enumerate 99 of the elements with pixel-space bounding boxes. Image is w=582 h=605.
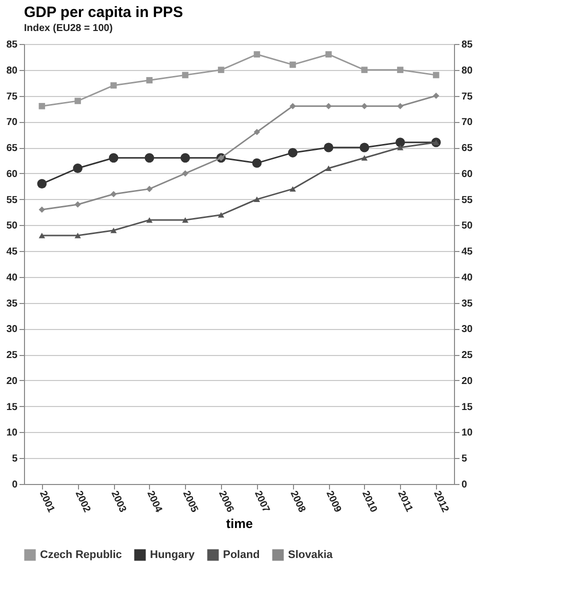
x-tick-label: 2012 — [431, 489, 451, 515]
point — [288, 148, 298, 158]
y2-tick-label: 65 — [462, 143, 474, 154]
point — [182, 72, 188, 78]
point — [252, 158, 262, 168]
point — [254, 128, 260, 136]
y2-tick-label: 75 — [462, 91, 474, 102]
y2-tick-label: 50 — [462, 220, 474, 232]
y-tick-label: 50 — [6, 220, 18, 232]
point — [110, 82, 117, 89]
point — [361, 102, 368, 110]
point — [182, 170, 188, 177]
y2-tick-label: 40 — [462, 272, 474, 284]
y-tick-label: 5 — [12, 454, 18, 465]
y-tick-label: 30 — [6, 324, 18, 336]
y-tick-label: 25 — [6, 350, 18, 362]
point — [37, 179, 47, 188]
y-tick-label: 0 — [12, 480, 18, 490]
y2-tick-label: 60 — [462, 168, 474, 180]
point — [180, 153, 190, 163]
point — [146, 217, 153, 223]
y2-tick-label: 55 — [462, 194, 474, 206]
point — [325, 51, 332, 58]
y2-tick-label: 45 — [462, 246, 474, 258]
x-tick-label: 2003 — [108, 489, 128, 515]
y2-tick-label: 35 — [462, 298, 474, 310]
y2-tick-label: 30 — [462, 324, 474, 336]
point — [110, 190, 117, 198]
point — [290, 62, 296, 68]
point — [182, 217, 188, 223]
x-tick-label: 2009 — [324, 489, 344, 515]
point — [108, 153, 118, 163]
y-tick-label: 65 — [6, 143, 18, 154]
x-tick-label: 2008 — [288, 489, 308, 515]
point — [144, 153, 154, 163]
y-tick-label: 75 — [6, 91, 18, 102]
point — [38, 206, 46, 213]
x-tick-label: 2010 — [359, 489, 380, 515]
point — [146, 186, 153, 192]
y2-tick-label: 85 — [462, 40, 474, 50]
point — [397, 144, 404, 150]
point — [360, 142, 370, 152]
legend-label: Slovakia — [288, 549, 334, 561]
y-tick-label: 35 — [6, 298, 18, 310]
y-tick-label: 70 — [6, 117, 18, 128]
point — [74, 201, 81, 208]
y2-tick-label: 25 — [462, 350, 474, 362]
point — [38, 232, 46, 238]
chart-title: GDP per capita in PPS — [24, 4, 183, 21]
y2-tick-label: 80 — [462, 65, 474, 76]
point — [254, 51, 260, 58]
y2-tick-label: 15 — [462, 402, 474, 413]
y2-tick-label: 70 — [462, 117, 474, 128]
y-tick-label: 15 — [6, 402, 18, 413]
point — [218, 212, 224, 218]
y2-tick-label: 0 — [462, 480, 468, 490]
legend-label: Poland — [223, 549, 260, 561]
y-tick-label: 85 — [6, 40, 18, 50]
point — [218, 66, 224, 74]
y-tick-label: 80 — [6, 65, 18, 76]
y-tick-label: 10 — [6, 428, 18, 439]
chart-subtitle: Index (EU28 = 100) — [24, 23, 113, 34]
point — [397, 66, 404, 74]
y2-tick-label: 20 — [462, 376, 474, 387]
point — [325, 165, 332, 171]
point — [432, 92, 440, 99]
point — [73, 164, 82, 173]
point — [325, 102, 332, 110]
x-tick-label: 2007 — [252, 489, 272, 515]
point — [74, 232, 81, 238]
point — [146, 77, 153, 84]
x-tick-label: 2005 — [180, 489, 200, 515]
y-tick-label: 20 — [6, 376, 18, 387]
point — [38, 102, 46, 110]
x-tick-label: 2011 — [395, 489, 415, 514]
x-tick-label: 2001 — [36, 489, 57, 515]
y-tick-label: 55 — [6, 194, 18, 206]
y-tick-label: 45 — [6, 246, 18, 258]
y-tick-label: 60 — [6, 168, 18, 180]
x-tick-label: 2002 — [72, 489, 92, 515]
point — [324, 142, 334, 152]
point — [396, 138, 405, 148]
point — [397, 102, 404, 110]
legend-label: Czech Republic — [40, 549, 122, 561]
x-axis-title: time — [226, 516, 253, 531]
y-tick-label: 40 — [6, 272, 18, 284]
x-tick-label: 2006 — [216, 489, 236, 515]
point — [290, 102, 296, 110]
point — [290, 186, 296, 192]
point — [74, 98, 81, 104]
point — [361, 155, 368, 161]
point — [110, 228, 117, 234]
y2-tick-label: 10 — [462, 428, 474, 439]
y2-tick-label: 5 — [462, 454, 468, 465]
legend-label: Hungary — [150, 549, 196, 561]
point — [432, 72, 440, 78]
point — [361, 66, 368, 74]
point — [254, 196, 260, 202]
x-tick-label: 2004 — [144, 489, 164, 515]
